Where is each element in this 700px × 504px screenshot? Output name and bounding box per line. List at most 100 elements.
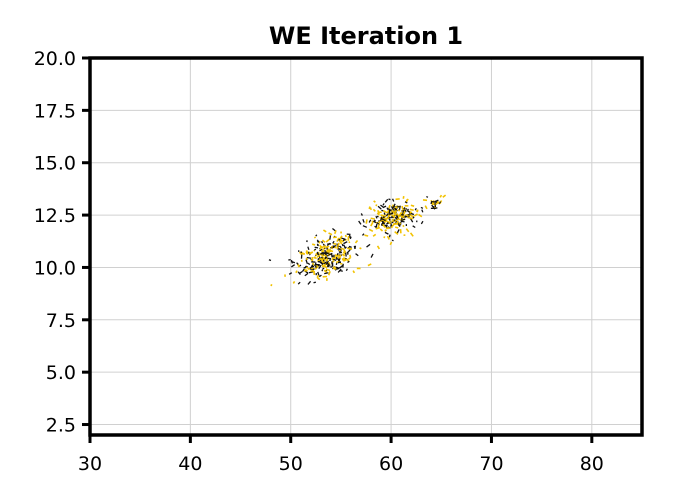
- data-point-cluster-1: [347, 248, 348, 249]
- data-point-cluster-1: [337, 253, 338, 255]
- data-point-cluster-1: [308, 281, 311, 284]
- chart-title: WE Iteration 1: [269, 22, 463, 50]
- data-point-cluster-2: [374, 201, 376, 202]
- data-point-cluster-1: [289, 273, 292, 275]
- axes: [90, 58, 642, 435]
- data-point-cluster-3: [437, 202, 440, 203]
- data-point-cluster-1: [307, 258, 311, 259]
- data-point-cluster-2: [397, 221, 398, 225]
- data-point-cluster-1: [350, 235, 351, 239]
- y-tick-label: 12.5: [34, 205, 76, 227]
- data-point-cluster-1: [339, 255, 341, 256]
- data-point-cluster-2: [411, 233, 414, 236]
- data-point-cluster-1: [315, 247, 318, 248]
- data-point-cluster-2: [411, 205, 414, 206]
- data-point-cluster-1: [298, 265, 300, 266]
- data-point-cluster-1: [305, 273, 308, 275]
- data-point-cluster-1: [326, 260, 327, 261]
- data-point-cluster-2: [421, 207, 423, 208]
- data-point-cluster-1: [296, 271, 297, 273]
- data-point-cluster-1: [269, 260, 271, 261]
- data-point-cluster-2: [410, 209, 414, 210]
- data-point-cluster-2: [398, 209, 399, 211]
- data-point-cluster-2: [392, 240, 393, 241]
- data-point-cluster-1: [320, 258, 321, 260]
- data-point-cluster-1: [308, 263, 309, 265]
- data-point-cluster-1: [311, 260, 312, 261]
- data-point-cluster-1: [346, 253, 347, 257]
- data-point-cluster-1: [341, 252, 342, 253]
- data-point-cluster-1: [322, 240, 325, 242]
- x-tick-label: 70: [479, 453, 503, 475]
- data-point-cluster-2: [393, 199, 394, 202]
- data-point-cluster-1: [330, 235, 331, 239]
- data-point-cluster-2: [378, 224, 379, 228]
- data-point-cluster-1: [330, 258, 331, 260]
- data-point-cluster-2: [387, 208, 388, 210]
- data-point-cluster-1: [323, 230, 326, 232]
- data-point-cluster-2: [390, 225, 392, 226]
- data-point-cluster-2: [396, 210, 397, 211]
- data-point-cluster-1: [329, 271, 330, 275]
- plot-frame: [90, 58, 642, 435]
- data-point-cluster-2: [388, 215, 389, 217]
- data-point-cluster-1: [378, 246, 380, 249]
- data-point-cluster-1: [300, 253, 303, 254]
- data-point-cluster-3: [443, 195, 446, 197]
- data-point-cluster-1: [346, 269, 347, 271]
- data-point-cluster-1: [297, 263, 299, 265]
- data-point-cluster-3: [436, 203, 437, 204]
- data-point-cluster-1: [323, 266, 326, 267]
- data-point-cluster-1: [342, 244, 343, 246]
- data-point-cluster-1: [371, 254, 373, 258]
- data-point-cluster-2: [376, 204, 377, 206]
- data-point-cluster-2: [384, 213, 385, 215]
- data-point-cluster-2: [413, 226, 416, 228]
- data-point-cluster-2: [383, 203, 384, 205]
- data-point-cluster-1: [327, 246, 330, 247]
- data-point-cluster-2: [389, 199, 391, 200]
- y-tick-label: 5.0: [46, 362, 76, 384]
- x-tick-label: 50: [279, 453, 303, 475]
- data-point-cluster-2: [411, 213, 414, 214]
- data-point-cluster-1: [326, 239, 329, 242]
- data-point-cluster-1: [306, 260, 307, 264]
- data-point-cluster-2: [406, 208, 407, 209]
- data-point-cluster-1: [344, 245, 346, 249]
- data-point-cluster-2: [385, 199, 388, 202]
- data-point-cluster-2: [394, 220, 395, 221]
- data-point-cluster-1: [306, 251, 307, 253]
- data-point-cluster-1: [316, 235, 317, 236]
- data-point-cluster-1: [315, 267, 317, 268]
- data-point-cluster-2: [380, 229, 382, 231]
- data-point-cluster-3: [431, 201, 432, 204]
- data-point-cluster-1: [308, 247, 309, 250]
- x-tick-label: 40: [178, 453, 202, 475]
- data-point-cluster-2: [364, 235, 368, 236]
- data-point-cluster-2: [414, 214, 417, 216]
- data-point-cluster-2: [408, 209, 409, 210]
- data-point-cluster-1: [340, 246, 342, 248]
- data-point-cluster-1: [322, 269, 323, 271]
- data-point-cluster-1: [355, 246, 356, 249]
- data-point-cluster-2: [395, 214, 396, 215]
- data-point-cluster-2: [381, 215, 384, 216]
- data-point-cluster-2: [407, 211, 409, 212]
- data-point-cluster-2: [395, 227, 398, 228]
- data-point-cluster-2: [386, 218, 389, 219]
- data-point-cluster-2: [421, 221, 423, 224]
- data-point-cluster-1: [349, 246, 352, 247]
- data-point-cluster-1: [293, 281, 294, 283]
- data-point-cluster-1: [353, 271, 354, 273]
- data-point-cluster-2: [422, 210, 423, 213]
- data-point-cluster-1: [338, 262, 341, 263]
- data-point-cluster-2: [426, 197, 428, 198]
- data-point-cluster-2: [363, 226, 367, 228]
- data-point-cluster-2: [362, 234, 364, 236]
- data-point-cluster-1: [368, 264, 371, 266]
- data-point-cluster-1: [336, 267, 339, 268]
- data-point-cluster-2: [397, 229, 399, 233]
